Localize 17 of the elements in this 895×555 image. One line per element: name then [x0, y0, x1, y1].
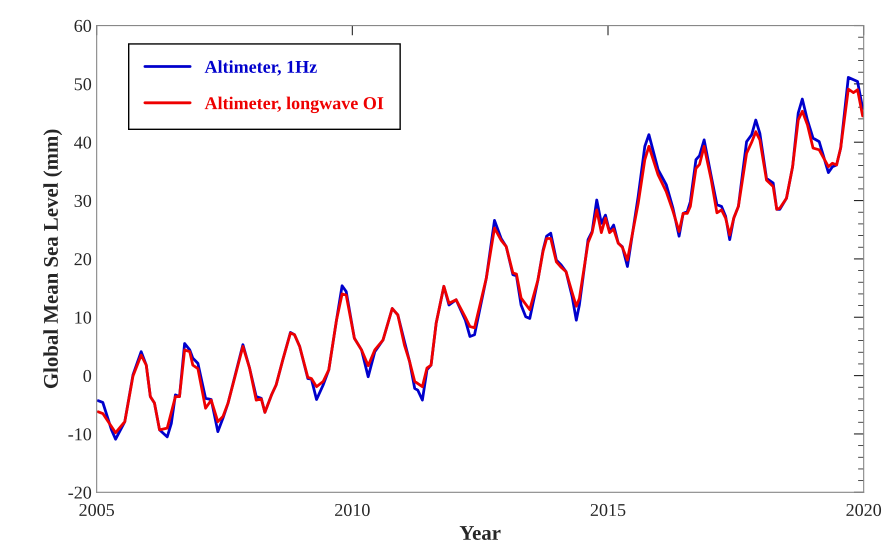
- y-tick-label: 60: [74, 20, 92, 32]
- y-tick-label: 0: [83, 370, 92, 382]
- y-tick-label: 10: [75, 312, 92, 324]
- x-tick-label: 2020: [846, 504, 882, 516]
- legend-label: Altimeter, longwave OI: [204, 96, 384, 114]
- x-axis-title: Year: [460, 526, 501, 540]
- y-tick-label: 30: [74, 194, 92, 208]
- x-tick-label: 2015: [590, 504, 626, 516]
- legend-label: Altimeter, 1Hz: [204, 60, 317, 76]
- y-tick-label: -10: [68, 428, 92, 440]
- x-tick-label: 2010: [335, 504, 370, 516]
- y-tick-label: -20: [68, 486, 92, 499]
- y-tick-label: 20: [74, 253, 92, 266]
- y-axis-title: Global Mean Sea Level (mm): [43, 130, 62, 388]
- x-tick-label: 2005: [79, 504, 114, 516]
- y-tick-label: 40: [74, 136, 92, 149]
- y-tick-label: 50: [74, 78, 92, 90]
